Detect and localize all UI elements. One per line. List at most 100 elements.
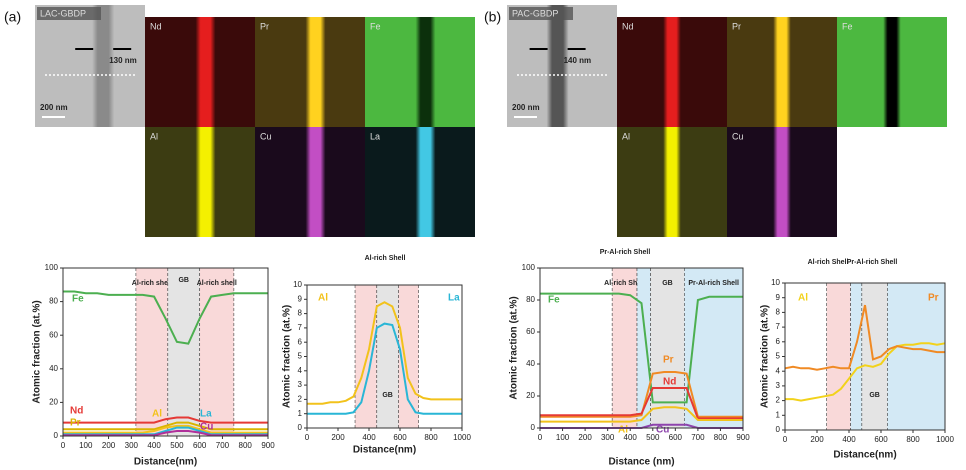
x-tick-label: 0 (305, 433, 310, 442)
x-tick-label: 1000 (936, 435, 954, 444)
sample-box (37, 7, 101, 20)
map-label: Fe (842, 21, 853, 31)
element-map (617, 17, 727, 127)
series-line (63, 430, 268, 437)
region (376, 285, 399, 428)
series-label: La (448, 293, 460, 304)
region-label: Al-rich Shell (604, 280, 645, 287)
y-tick-label: 80 (526, 295, 535, 304)
panel-label: (a) (4, 9, 21, 25)
element-map (617, 127, 727, 237)
series-line (63, 424, 268, 434)
y-tick-label: 5 (776, 352, 781, 361)
series-label: Nd (663, 377, 676, 388)
region-label: Al-rich Shell (808, 259, 849, 266)
map-label: Pr (260, 21, 269, 31)
element-map (365, 17, 475, 127)
y-tick-label: 2 (298, 395, 303, 404)
y-tick-label: 0 (54, 431, 59, 440)
x-tick-label: 900 (736, 433, 750, 442)
x-tick-label: 100 (79, 441, 93, 450)
y-tick-label: 100 (522, 263, 536, 272)
x-tick-label: 400 (362, 433, 376, 442)
y-axis-label: Atomic fraction (at.%) (760, 305, 771, 408)
region-label: GB (662, 280, 673, 287)
x-axis-label: Distance(nm) (134, 457, 197, 468)
element-map (255, 17, 365, 127)
y-tick-label: 100 (45, 263, 59, 272)
y-tick-label: 80 (49, 297, 58, 306)
x-tick-label: 1000 (453, 433, 471, 442)
series-line (63, 416, 268, 424)
region-label: Al-rich shell (197, 280, 237, 287)
thickness: 140 nm (564, 56, 592, 65)
region (355, 285, 377, 428)
y-tick-label: 3 (298, 380, 303, 389)
x-tick-label: 400 (842, 435, 856, 444)
map-label: Pr (732, 21, 741, 31)
sample-name: PAC-GBDP (512, 8, 558, 18)
region-label: Pr-Al-rich Shell (847, 259, 898, 266)
y-axis-label: Atomic fraction (at.%) (32, 300, 43, 403)
plot-frame (62, 267, 269, 437)
tem-image (35, 5, 145, 127)
series-label: Pr (928, 293, 939, 304)
plot-frame (539, 267, 744, 429)
x-tick-label: 700 (691, 433, 705, 442)
x-tick-label: 600 (669, 433, 683, 442)
region-label: GB (869, 392, 880, 399)
y-tick-label: 0 (776, 425, 781, 434)
series-label: Fe (72, 294, 84, 305)
y-tick-label: 4 (776, 366, 781, 375)
x-axis-label: Distance(nm) (833, 450, 896, 461)
series-line (785, 342, 946, 402)
y-tick-label: 9 (776, 293, 781, 302)
x-axis-label: Distance(nm) (353, 445, 416, 456)
region-label: Pr-Al-rich Shell (688, 280, 739, 287)
x-tick-label: 800 (906, 435, 920, 444)
element-map (727, 17, 837, 127)
x-tick-label: 700 (216, 441, 230, 450)
region (398, 285, 419, 428)
map-label: Fe (370, 21, 381, 31)
element-map (365, 127, 475, 237)
y-tick-label: 5 (298, 352, 303, 361)
series-label: Cu (200, 422, 213, 433)
panel-label: (b) (484, 9, 501, 25)
series-label: Al (618, 425, 628, 436)
series-label: Al (318, 293, 328, 304)
y-tick-label: 10 (771, 278, 780, 287)
element-map (727, 127, 837, 237)
y-tick-label: 8 (776, 308, 781, 317)
region-label: GB (178, 277, 189, 284)
x-tick-label: 400 (624, 433, 638, 442)
y-tick-label: 1 (776, 410, 781, 419)
scale-label: 200 nm (40, 103, 68, 112)
region-label: Pr-Al-rich Shell (600, 249, 651, 256)
y-tick-label: 3 (776, 381, 781, 390)
region (887, 283, 945, 430)
y-tick-label: 9 (298, 294, 303, 303)
series-label: Fe (548, 295, 560, 306)
y-tick-label: 20 (526, 391, 535, 400)
map-label: La (370, 131, 380, 141)
sample-box (509, 7, 573, 20)
x-tick-label: 800 (239, 441, 253, 450)
element-map (837, 17, 947, 127)
y-tick-label: 20 (49, 398, 58, 407)
y-tick-label: 4 (298, 366, 303, 375)
element-map (255, 127, 365, 237)
x-tick-label: 800 (714, 433, 728, 442)
region (826, 283, 851, 430)
series-line (540, 406, 743, 423)
region (850, 283, 862, 430)
y-tick-label: 2 (776, 396, 781, 405)
map-label: Al (622, 131, 630, 141)
x-tick-label: 400 (147, 441, 161, 450)
x-tick-label: 300 (125, 441, 139, 450)
x-tick-label: 800 (424, 433, 438, 442)
series-line (63, 421, 268, 431)
map-label: Cu (260, 131, 272, 141)
y-tick-label: 10 (293, 280, 302, 289)
